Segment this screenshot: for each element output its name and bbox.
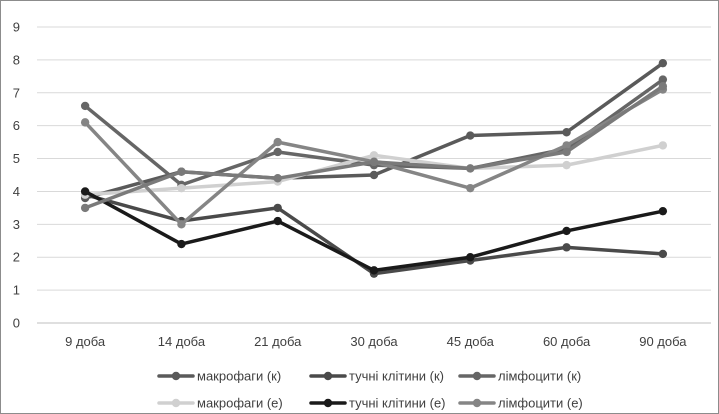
legend-swatch-marker — [323, 371, 333, 381]
data-point — [658, 141, 668, 150]
data-point — [562, 141, 571, 150]
legend-label: лімфоцити (е) — [498, 396, 583, 411]
data-point — [273, 216, 282, 226]
data-point — [273, 203, 282, 213]
legend-swatch-marker — [323, 398, 333, 408]
data-point — [466, 183, 475, 193]
data-point — [658, 249, 668, 259]
legend-item: тучні клітини (е) — [309, 396, 446, 411]
data-point — [177, 183, 186, 193]
series-7 — [80, 82, 668, 213]
y-tick-label: 6 — [13, 118, 20, 133]
data-point — [80, 118, 90, 127]
x-tick-label: 9 доба — [65, 334, 106, 349]
legend-item: макрофаги (е) — [157, 396, 283, 411]
legend-swatch-marker — [171, 398, 181, 408]
series-5 — [80, 187, 668, 275]
data-point — [80, 203, 90, 213]
data-point — [466, 253, 475, 262]
series-2 — [80, 190, 668, 278]
x-tick-label: 21 доба — [254, 334, 302, 349]
data-point — [562, 128, 571, 137]
y-tick-label: 9 — [13, 20, 20, 35]
y-tick-label: 0 — [13, 316, 20, 331]
y-tick-label: 2 — [13, 250, 20, 265]
y-tick-label: 1 — [13, 283, 20, 298]
legend-swatch-marker — [472, 398, 482, 408]
y-tick-label: 5 — [13, 151, 20, 166]
legend-item: лімфоцити (е) — [458, 396, 583, 411]
y-tick-label: 7 — [13, 85, 20, 100]
data-point — [562, 160, 571, 170]
data-point — [562, 226, 571, 236]
legend-item: лімфоцити (к) — [458, 369, 581, 384]
y-tick-label: 3 — [13, 217, 20, 232]
data-point — [369, 157, 379, 167]
data-point — [177, 239, 186, 249]
data-point — [369, 151, 379, 160]
legend: макрофаги (к) тучні клітини (к) лімфоцити … — [157, 369, 583, 411]
y-tick-label: 4 — [13, 184, 20, 199]
data-point — [466, 164, 475, 173]
x-tick-label: 14 доба — [158, 334, 206, 349]
data-point — [273, 147, 282, 157]
legend-item: макрофаги (к) — [157, 369, 281, 384]
legend-item: тучні клітини (к) — [309, 369, 444, 384]
data-point — [562, 147, 571, 157]
series-line — [83, 192, 665, 276]
x-tick-label: 30 доба — [350, 334, 398, 349]
data-point — [658, 82, 668, 91]
data-point — [273, 174, 282, 183]
series-layer — [80, 58, 668, 278]
data-point — [658, 206, 668, 216]
data-point — [658, 75, 668, 84]
data-point — [658, 58, 668, 68]
x-tick-label: 60 доба — [543, 334, 591, 349]
legend-label: тучні клітини (к) — [349, 369, 444, 384]
data-point — [80, 187, 90, 196]
data-point — [466, 131, 475, 140]
series-line — [83, 189, 665, 273]
legend-swatch-marker — [472, 371, 482, 381]
legend-label: лімфоцити (к) — [498, 369, 581, 384]
data-point — [562, 243, 571, 252]
y-tick-label: 8 — [13, 52, 20, 67]
data-point — [273, 137, 282, 147]
legend-label: тучні клітини (е) — [349, 396, 446, 411]
legend-label: макрофаги (е) — [197, 396, 283, 411]
x-tick-label: 45 доба — [447, 334, 495, 349]
x-tick-label: 90 доба — [639, 334, 687, 349]
data-point — [80, 101, 90, 111]
axis-layer: 0 1 2 3 4 5 6 7 8 9 9 доба 14 доба 21 доба 30 доба 45 … — [13, 20, 711, 349]
series-1 — [80, 58, 668, 203]
legend-label: макрофаги (к) — [197, 369, 281, 384]
data-point — [369, 266, 379, 275]
series-4 — [80, 141, 668, 199]
legend-swatch-marker — [171, 371, 181, 381]
data-point — [177, 167, 186, 176]
data-point — [369, 170, 379, 180]
data-point — [177, 220, 186, 229]
